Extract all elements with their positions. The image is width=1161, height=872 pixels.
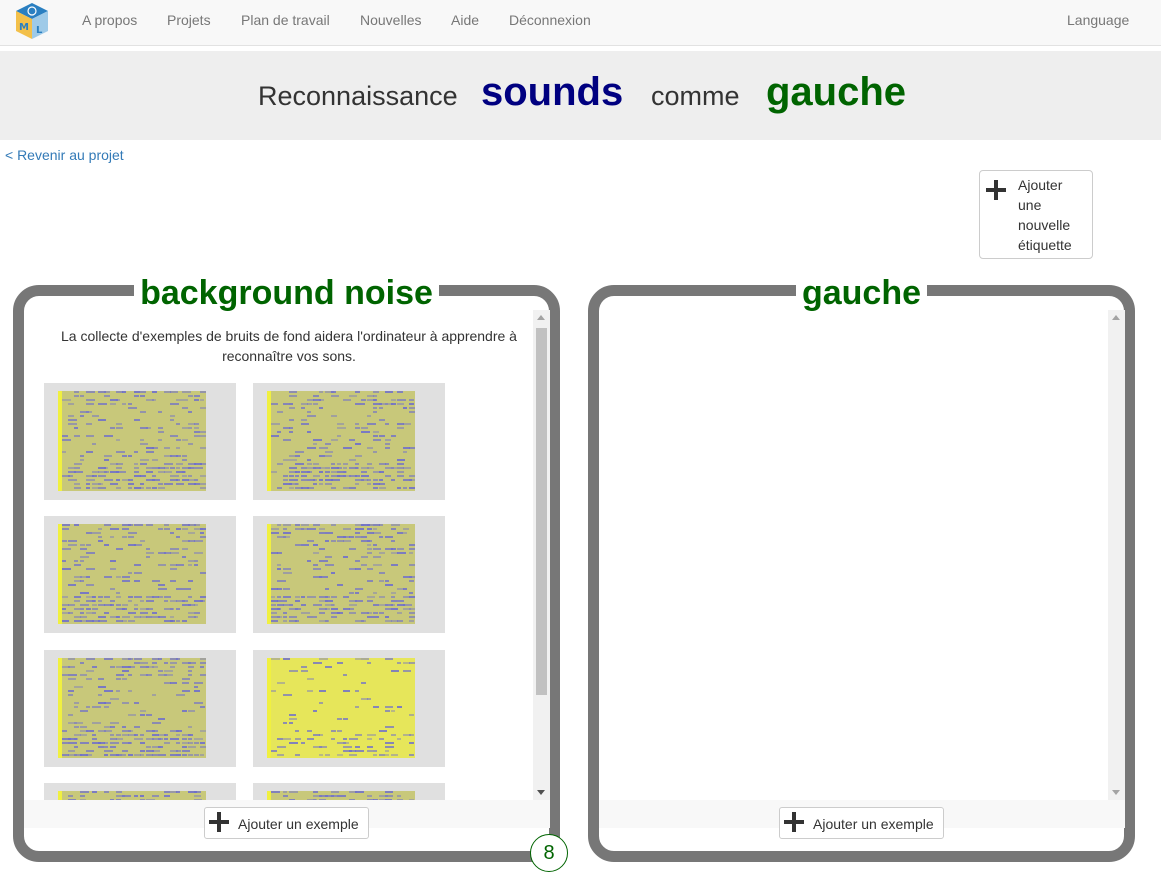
example-thumbnail[interactable] [44, 650, 236, 767]
scroll-down-icon[interactable] [1112, 790, 1120, 795]
examples-list [599, 296, 1108, 800]
example-count-badge: 8 [530, 834, 568, 872]
spectrogram-image [58, 524, 206, 624]
spectrogram-image [267, 524, 415, 624]
page-title: Reconnaissance sounds comme gauche [0, 51, 1161, 140]
title-project-type: sounds [481, 70, 624, 114]
nav-projets[interactable]: Projets [167, 12, 211, 28]
spectrogram-image [58, 391, 206, 491]
title-label-name: gauche [766, 70, 907, 114]
ml-cube-logo-icon[interactable]: M L [13, 2, 51, 40]
scroll-up-icon[interactable] [1112, 315, 1120, 320]
nav-language[interactable]: Language [1067, 12, 1130, 28]
example-thumbnail[interactable] [253, 650, 445, 767]
example-thumbnail[interactable] [253, 516, 445, 633]
add-new-label-text: Ajouter une nouvelle étiquette [1018, 177, 1072, 253]
examples-list: La collecte d'exemples de bruits de fond… [24, 296, 533, 800]
example-thumbnail[interactable] [253, 783, 445, 800]
scrollbar[interactable] [533, 310, 550, 800]
spectrogram-image [267, 658, 415, 758]
label-panel-background-noise: background noise La collecte d'exemples … [13, 273, 560, 862]
navbar: M L A propos Projets Plan de travail Nou… [0, 0, 1161, 46]
spectrogram-image [58, 658, 206, 758]
plus-icon [784, 812, 804, 832]
add-example-label: Ajouter un exemple [813, 816, 934, 832]
scrollbar[interactable] [1108, 310, 1125, 800]
back-to-project-link[interactable]: < Revenir au projet [5, 147, 124, 163]
add-new-label-button[interactable]: Ajouter une nouvelle étiquette [979, 170, 1093, 259]
panel-title-gauche: gauche [795, 273, 928, 313]
example-thumbnail[interactable] [44, 783, 236, 800]
nav-nouvelles[interactable]: Nouvelles [360, 12, 422, 28]
help-text: La collecte d'exemples de bruits de fond… [61, 328, 517, 364]
example-thumbnail[interactable] [44, 383, 236, 500]
nav-deconnexion[interactable]: Déconnexion [509, 12, 591, 28]
scroll-down-icon[interactable] [537, 790, 545, 795]
nav-a-propos[interactable]: A propos [82, 12, 138, 28]
title-word-reconnaissance: Reconnaissance [258, 81, 458, 111]
scrollbar-thumb[interactable] [536, 328, 547, 695]
add-example-button[interactable]: Ajouter un exemple [779, 807, 944, 839]
add-example-button[interactable]: Ajouter un exemple [204, 807, 369, 839]
plus-icon [209, 812, 229, 832]
example-thumbnail[interactable] [44, 516, 236, 633]
label-panel-gauche: gauche Ajouter un exemple [588, 273, 1135, 862]
title-word-comme: comme [651, 81, 740, 111]
spectrogram-image [58, 791, 206, 800]
plus-icon [986, 180, 1006, 200]
panel-title-background-noise: background noise [134, 273, 439, 313]
spectrogram-image [267, 791, 415, 800]
svg-text:L: L [36, 25, 43, 36]
svg-text:M: M [19, 22, 29, 33]
example-thumbnail[interactable] [253, 383, 445, 500]
nav-aide[interactable]: Aide [451, 12, 480, 28]
spectrogram-image [267, 391, 415, 491]
scroll-up-icon[interactable] [537, 315, 545, 320]
nav-plan-de-travail[interactable]: Plan de travail [241, 12, 330, 28]
add-example-label: Ajouter un exemple [238, 816, 359, 832]
